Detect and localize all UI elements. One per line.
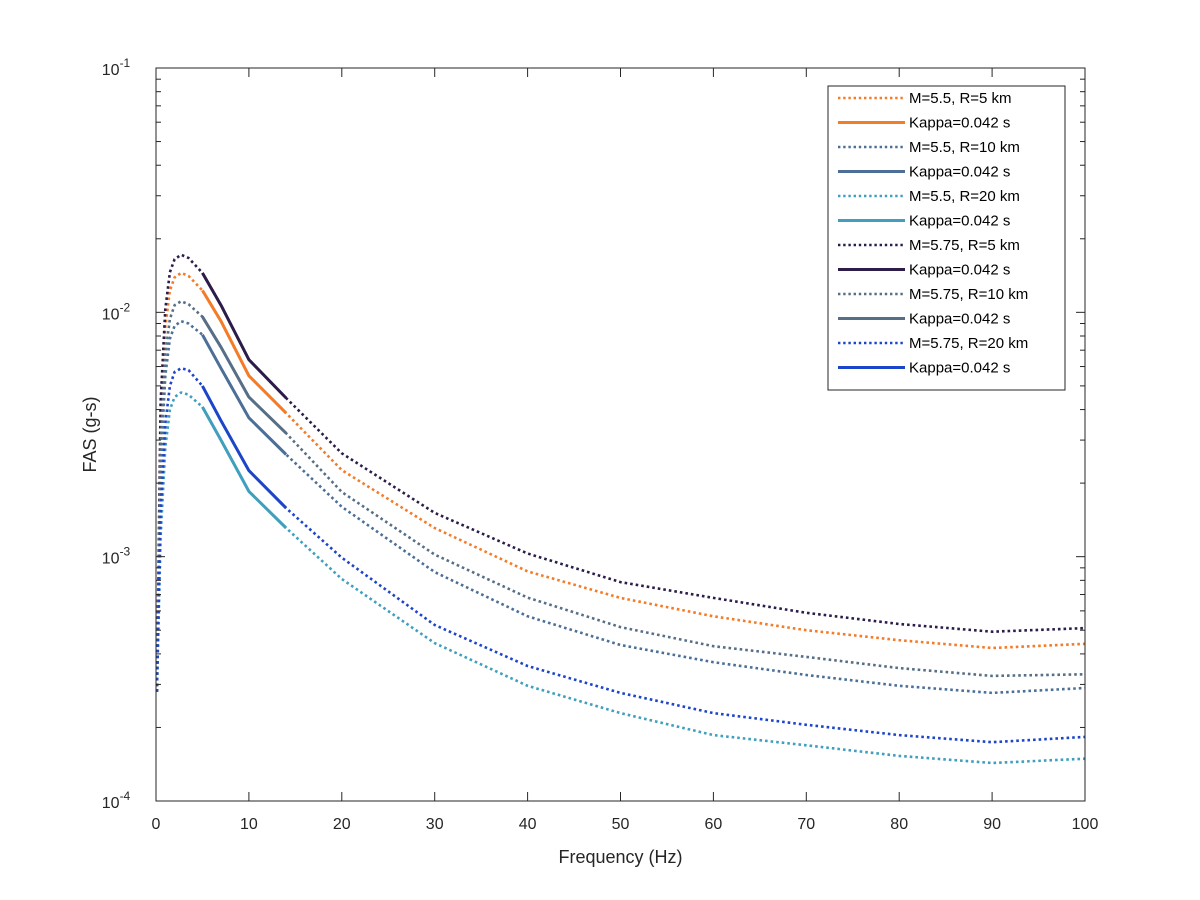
- series-line-0: [155, 271, 1086, 692]
- legend-entry-label: M=5.75, R=5 km: [909, 237, 1020, 254]
- x-tick-label: 20: [333, 816, 351, 833]
- legend-entry-label: Kappa=0.042 s: [909, 311, 1010, 328]
- y-tick-label: 10-3: [102, 545, 131, 568]
- x-tick-label: 100: [1072, 816, 1099, 833]
- x-tick-label: 60: [705, 816, 723, 833]
- legend-entry-label: Kappa=0.042 s: [909, 213, 1010, 230]
- y-tick-label: 10-4: [102, 789, 131, 812]
- legend-entry-label: M=5.5, R=10 km: [909, 139, 1020, 156]
- series-line-8: [155, 300, 1086, 692]
- series-line-3: [201, 333, 288, 456]
- x-tick-label: 70: [797, 816, 815, 833]
- legend-entry-label: M=5.5, R=5 km: [909, 90, 1012, 107]
- legend-entry-label: Kappa=0.042 s: [909, 262, 1010, 279]
- x-tick-label: 30: [426, 816, 444, 833]
- legend-entry-label: M=5.5, R=20 km: [909, 188, 1020, 205]
- legend-entry-label: Kappa=0.042 s: [909, 360, 1010, 377]
- series-line-11: [201, 385, 288, 510]
- series-line-7: [201, 272, 288, 400]
- y-tick-label: 10-2: [102, 300, 131, 323]
- series-line-1: [201, 289, 288, 415]
- legend: M=5.5, R=5 km Kappa=0.042 s M=5.5, R=10 km…: [827, 85, 1066, 391]
- series-layer: [155, 253, 1086, 765]
- x-tick-label: 10: [240, 816, 258, 833]
- x-tick-label: 80: [890, 816, 908, 833]
- y-axis-label: FAS (g-s): [80, 396, 100, 472]
- series-line-9: [201, 315, 288, 435]
- series-line-10: [155, 367, 1086, 744]
- x-tick-label: 40: [519, 816, 537, 833]
- legend-entry-label: M=5.75, R=10 km: [909, 286, 1028, 303]
- legend-entry-label: M=5.75, R=20 km: [909, 335, 1028, 352]
- ticks-layer: 0 10 20 30 40 50 60 70 80 90 100 10-4 10-3 10-2 10-1: [102, 56, 1099, 833]
- series-line-5: [201, 406, 288, 530]
- legend-entry-label: Kappa=0.042 s: [909, 115, 1010, 132]
- x-axis-label: Frequency (Hz): [558, 847, 682, 867]
- legend-entry-label: Kappa=0.042 s: [909, 164, 1010, 181]
- legend-box: [827, 85, 1066, 391]
- x-tick-label: 0: [152, 816, 161, 833]
- x-tick-label: 50: [612, 816, 630, 833]
- y-tick-label: 10-1: [102, 56, 131, 79]
- x-tick-label: 90: [983, 816, 1001, 833]
